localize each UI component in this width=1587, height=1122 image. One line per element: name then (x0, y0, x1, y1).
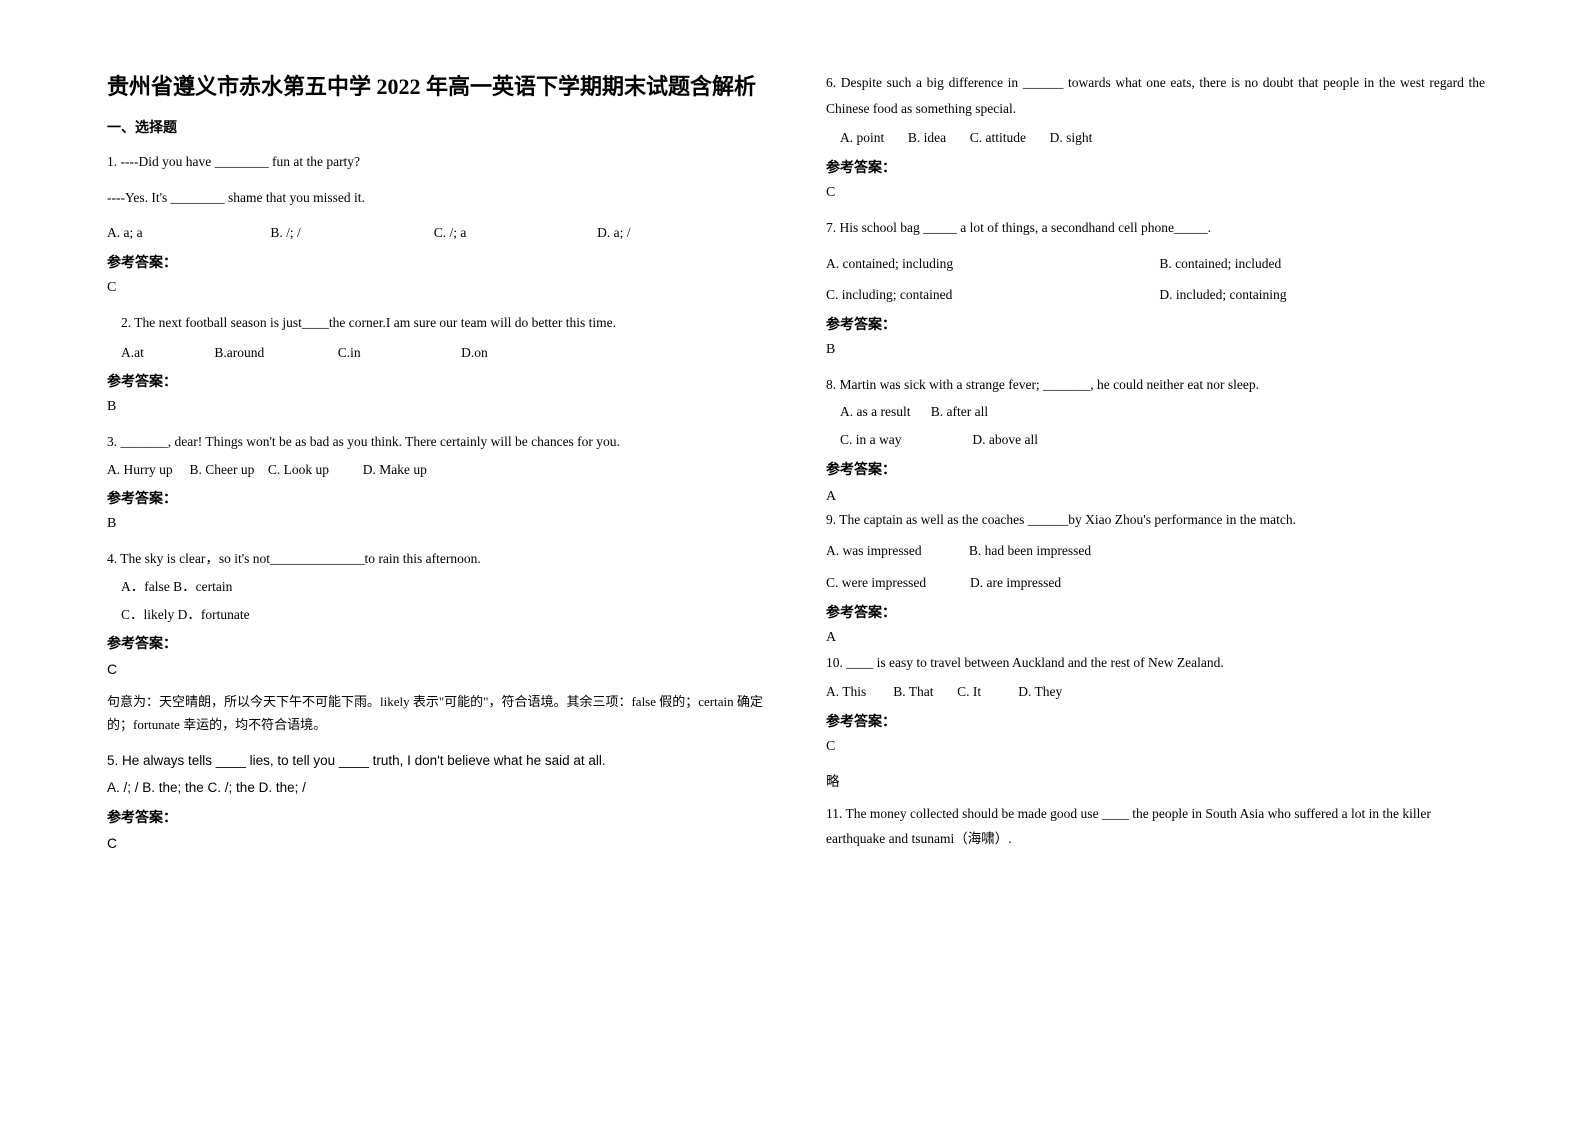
q7-answer-label: 参考答案： (826, 314, 1485, 334)
q5-options: A. /; / B. the; the C. /; the D. the; / (107, 775, 766, 801)
q4-answer: C (107, 661, 766, 677)
q2-opt-d: D.on (461, 340, 488, 366)
q7-opt-a: A. contained; including (826, 251, 1156, 277)
q10-text: 10. ____ is easy to travel between Auckl… (826, 650, 1485, 676)
exam-title: 贵州省遵义市赤水第五中学 2022 年高一英语下学期期末试题含解析 (107, 70, 766, 103)
q4-opts2: C．likely D．fortunate (121, 602, 766, 628)
q8-answer: A (826, 489, 1485, 505)
q1-options: A. a; a B. /; / C. /; a D. a; / (107, 220, 766, 246)
q7-text: 7. His school bag _____ a lot of things,… (826, 215, 1485, 241)
q10-note: 略 (826, 769, 1485, 795)
q8-opts1: A. as a result B. after all (840, 399, 1485, 425)
q7-options-row1: A. contained; including B. contained; in… (826, 251, 1485, 277)
q10-options: A. This B. That C. It D. They (826, 679, 1485, 705)
q8-answer-label: 参考答案： (826, 459, 1485, 479)
q4-text: 4. The sky is clear，so it's not_________… (107, 546, 766, 572)
q3-options: A. Hurry up B. Cheer up C. Look up D. Ma… (107, 457, 766, 483)
q1-opt-b: B. /; / (270, 220, 430, 246)
q8-opts2: C. in a way D. above all (840, 427, 1485, 453)
q9-answer-label: 参考答案： (826, 602, 1485, 622)
q6-options: A. point B. idea C. attitude D. sight (840, 125, 1485, 151)
exam-page: 贵州省遵义市赤水第五中学 2022 年高一英语下学期期末试题含解析 一、选择题 … (0, 0, 1587, 1122)
q7-opt-c: C. including; contained (826, 282, 1156, 308)
q1-opt-d: D. a; / (597, 220, 630, 246)
q3-text: 3. _______, dear! Things won't be as bad… (107, 429, 766, 455)
q9-answer: A (826, 630, 1485, 646)
q1-answer-label: 参考答案： (107, 252, 766, 272)
q2-opt-c: C.in (338, 340, 458, 366)
q9-opts1: A. was impressed B. had been impressed (826, 538, 1485, 564)
q7-options-row2: C. including; contained D. included; con… (826, 282, 1485, 308)
q5-text: 5. He always tells ____ lies, to tell yo… (107, 748, 766, 774)
q8-text: 8. Martin was sick with a strange fever;… (826, 372, 1485, 398)
q2-options: A.at B.around C.in D.on (121, 340, 766, 366)
q10-answer-label: 参考答案： (826, 711, 1485, 731)
q1-line2: ----Yes. It's ________ shame that you mi… (107, 185, 766, 211)
right-column: 6. Despite such a big difference in ____… (796, 70, 1497, 1082)
q3-answer-label: 参考答案： (107, 488, 766, 508)
q2-opt-a: A.at (121, 340, 211, 366)
q6-answer: C (826, 185, 1485, 201)
q7-opt-b: B. contained; included (1159, 251, 1281, 277)
q4-opts1: A．false B．certain (121, 574, 766, 600)
q6-answer-label: 参考答案： (826, 157, 1485, 177)
q2-text: 2. The next football season is just____t… (121, 310, 766, 336)
q1-opt-c: C. /; a (434, 220, 594, 246)
q11-text: 11. The money collected should be made g… (826, 801, 1485, 852)
q4-answer-label: 参考答案： (107, 633, 766, 653)
q1-line1: 1. ----Did you have ________ fun at the … (107, 149, 766, 175)
q2-answer-label: 参考答案： (107, 371, 766, 391)
q2-opt-b: B.around (214, 340, 334, 366)
q4-explanation: 句意为：天空晴朗，所以今天下午不可能下雨。likely 表示"可能的"，符合语境… (107, 691, 766, 735)
q10-answer: C (826, 739, 1485, 755)
q7-answer: B (826, 342, 1485, 358)
section-heading: 一、选择题 (107, 117, 766, 137)
q1-answer: C (107, 280, 766, 296)
q9-opts2: C. were impressed D. are impressed (826, 570, 1485, 596)
q2-answer: B (107, 399, 766, 415)
q1-opt-a: A. a; a (107, 220, 267, 246)
q5-answer-label: 参考答案： (107, 807, 766, 827)
q7-opt-d: D. included; containing (1159, 282, 1286, 308)
q5-answer: C (107, 835, 766, 851)
q6-text: 6. Despite such a big difference in ____… (826, 70, 1485, 121)
q9-text: 9. The captain as well as the coaches __… (826, 507, 1485, 533)
q3-answer: B (107, 516, 766, 532)
left-column: 贵州省遵义市赤水第五中学 2022 年高一英语下学期期末试题含解析 一、选择题 … (95, 70, 796, 1082)
